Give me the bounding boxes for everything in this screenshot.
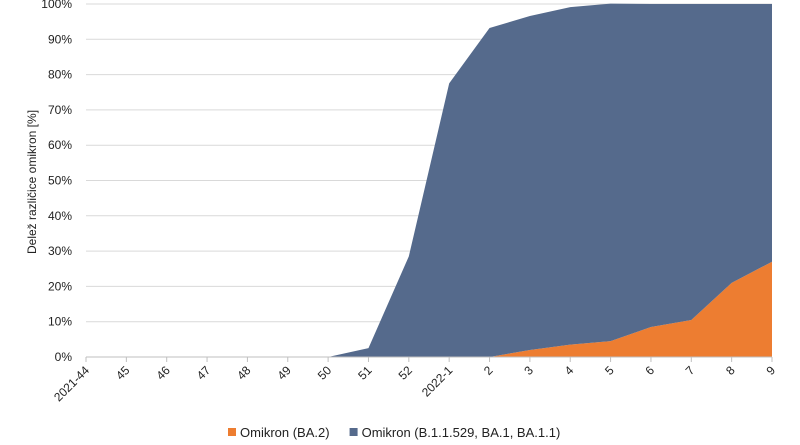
x-tick-label: 7 <box>683 363 698 378</box>
x-tick-label: 4 <box>562 363 577 378</box>
x-tick-label: 50 <box>315 363 335 383</box>
x-tick-label: 51 <box>355 363 375 383</box>
y-tick-label: 20% <box>48 279 72 293</box>
y-tick-label: 80% <box>48 68 72 82</box>
y-tick-label: 40% <box>48 209 72 223</box>
x-tick-label: 52 <box>396 363 416 383</box>
legend: Omikron (BA.2) Omikron (B.1.1.529, BA.1, … <box>228 425 560 440</box>
area-series-0 <box>86 261 772 357</box>
x-tick-label: 2021-44 <box>51 363 92 404</box>
legend-swatch-0 <box>228 428 236 436</box>
x-tick-label: 2022-1 <box>419 363 456 400</box>
x-tick-label: 46 <box>153 363 173 383</box>
y-tick-label: 90% <box>48 32 72 46</box>
x-tick-label: 8 <box>723 363 738 378</box>
x-tick-label: 47 <box>194 363 214 383</box>
legend-label-1: Omikron (B.1.1.529, BA.1, BA.1.1) <box>362 425 561 440</box>
y-tick-labels: 0% 10% 20% 30% 40% 50% 60% 70% 80% 90% 100% <box>41 0 72 364</box>
y-tick-label: 70% <box>48 103 72 117</box>
y-tick-label: 0% <box>55 350 73 364</box>
legend-swatch-1 <box>349 428 358 436</box>
x-tick-label: 5 <box>602 363 617 378</box>
plot-areas <box>86 3 772 358</box>
y-axis-label: Delež različice omikron [%] <box>25 110 39 254</box>
x-tick-labels: 2021-44 45 46 47 48 49 50 51 52 2022-1 2 3 4 5 6 7 8 9 <box>51 363 778 404</box>
x-tick-label: 48 <box>234 363 254 383</box>
x-tick-label: 6 <box>642 363 657 378</box>
x-tick-label: 2 <box>481 363 496 378</box>
y-tick-label: 10% <box>48 315 72 329</box>
x-tick-label: 45 <box>113 363 133 383</box>
y-tick-label: 100% <box>41 0 72 11</box>
y-tick-label: 50% <box>48 174 72 188</box>
x-tick-label: 9 <box>763 363 778 378</box>
x-tick-label: 49 <box>275 363 295 383</box>
y-tick-label: 60% <box>48 138 72 152</box>
legend-label-0: Omikron (BA.2) <box>240 425 330 440</box>
area-series-1 <box>86 3 772 358</box>
y-tick-label: 30% <box>48 244 72 258</box>
axes <box>85 356 773 362</box>
x-tick-label: 3 <box>521 363 536 378</box>
